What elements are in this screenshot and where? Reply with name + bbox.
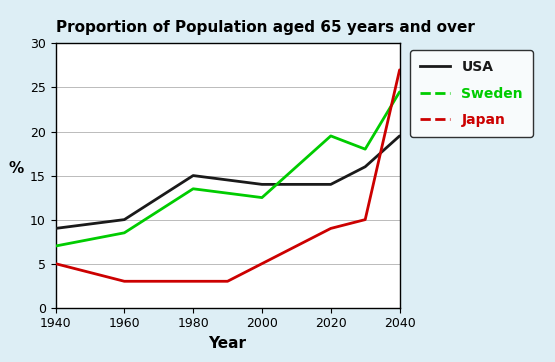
Text: Proportion of Population aged 65 years and over: Proportion of Population aged 65 years a…: [56, 20, 475, 35]
Legend: USA, Sweden, Japan: USA, Sweden, Japan: [410, 50, 533, 137]
Y-axis label: %: %: [8, 161, 24, 176]
X-axis label: Year: Year: [209, 336, 246, 351]
